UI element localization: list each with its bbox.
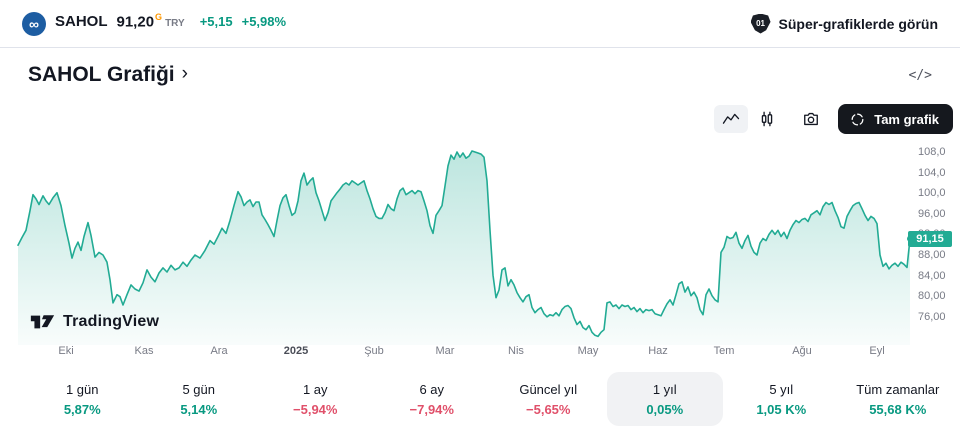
period-label: 1 yıl [652, 381, 677, 397]
x-axis-label: 2025 [283, 345, 309, 357]
x-axis-label: Tem [713, 345, 735, 357]
period-change-value: 0,05% [646, 401, 684, 417]
page-title[interactable]: SAHOL Grafiği › [28, 63, 188, 86]
full-chart-button[interactable]: Tam grafik [838, 104, 953, 134]
y-axis-label: 100,0 [918, 187, 946, 199]
tradingview-logo-icon [30, 315, 55, 329]
period-change-value: 5,14% [180, 401, 218, 417]
period-label: Tüm zamanlar [856, 381, 940, 397]
x-axis-label: Kas [134, 345, 154, 357]
x-axis-label: Mar [435, 345, 455, 357]
title-row: SAHOL Grafiği › </> [28, 56, 940, 94]
period-label: 1 gün [65, 381, 99, 397]
last-price: 91,20GTRY [116, 11, 185, 30]
area-chart-button[interactable] [714, 105, 749, 133]
period-label: 5 yıl [769, 381, 794, 397]
sahol-logo-icon: ∞ [22, 11, 46, 36]
topbar: ∞ SAHOL 91,20GTRY +5,15 +5,98% 01 Süper-… [0, 0, 960, 48]
change-percent: +5,98% [241, 13, 287, 29]
x-axis-label: Eyl [869, 345, 885, 357]
change-absolute: +5,15 [199, 13, 233, 29]
currency-label: TRY [165, 17, 185, 29]
period-change-value: 1,05 K% [756, 401, 807, 417]
x-axis-label: Şub [364, 345, 384, 357]
period-button-1-gun[interactable]: 1 gün 5,87% [24, 372, 141, 426]
embed-code-icon[interactable]: </> [908, 67, 932, 83]
area-chart-icon [723, 113, 740, 124]
x-axis-label: Ara [210, 345, 228, 357]
y-axis-label: 76,00 [918, 311, 946, 323]
y-axis-label: 84,00 [918, 270, 946, 282]
period-label: 6 ay [419, 381, 445, 397]
y-axis-label: 88,00 [918, 249, 946, 261]
x-axis-label: May [577, 345, 599, 357]
period-button-6-ay[interactable]: 6 ay −7,94% [374, 372, 491, 426]
y-axis-label: 104,0 [918, 167, 946, 179]
fullscreen-icon [851, 113, 864, 125]
supercharts-link[interactable]: 01 Süper-grafiklerde görün [750, 13, 938, 34]
tradingview-attribution[interactable]: TradingView [30, 312, 159, 332]
y-axis-label: 80,00 [918, 290, 946, 302]
x-axis-label: Nis [508, 345, 524, 357]
chart-controls: Tam grafik [714, 104, 953, 134]
period-selector: 1 gün 5,87% 5 gün 5,14% 1 ay −5,94% 6 ay −7,94%… [24, 372, 956, 426]
x-axis-label: Eki [58, 345, 74, 357]
period-label: 1 ay [302, 381, 328, 397]
ticker-summary: ∞ SAHOL 91,20GTRY +5,15 +5,98% [22, 11, 287, 36]
price-area [18, 151, 910, 345]
snapshot-button[interactable] [794, 105, 828, 133]
period-button-5-gun[interactable]: 5 gün 5,14% [141, 372, 258, 426]
period-change-value: −5,65% [526, 401, 571, 417]
period-change-value: 55,68 K% [869, 401, 927, 417]
period-change-value: −7,94% [409, 401, 454, 417]
period-label: 5 gün [182, 381, 216, 397]
tradingview-logo-text: TradingView [63, 313, 160, 330]
full-chart-label: Tam grafik [874, 111, 939, 127]
supercharts-badge-icon: 01 [750, 13, 771, 34]
period-change-value: −5,94% [293, 401, 338, 417]
x-axis-label: Haz [648, 345, 668, 357]
candlestick-chart-button[interactable] [750, 105, 784, 133]
y-axis-label: 96,00 [918, 208, 946, 220]
chevron-right-icon: › [181, 63, 188, 84]
supercharts-link-label: Süper-grafiklerde görün [778, 15, 938, 32]
period-button-5-yil[interactable]: 5 yıl 1,05 K% [723, 372, 840, 426]
chart-type-switch [714, 105, 784, 133]
period-button-tum-zamanlar[interactable]: Tüm zamanlar 55,68 K% [840, 372, 957, 426]
period-button-1-ay[interactable]: 1 ay −5,94% [257, 372, 374, 426]
price-line [17, 150, 911, 338]
period-button-1-yil[interactable]: 1 yıl 0,05% [606, 372, 723, 426]
period-label: Güncel yıl [519, 381, 578, 397]
x-axis-label: Ağu [792, 345, 812, 357]
period-change-value: 5,87% [63, 401, 101, 417]
camera-icon [804, 112, 819, 126]
market-flag: G [155, 11, 163, 22]
candlestick-icon [761, 111, 773, 127]
y-axis-label: 108,0 [918, 146, 946, 158]
period-button-guncel-yil[interactable]: Güncel yıl −5,65% [490, 372, 607, 426]
symbol-name: SAHOL [55, 12, 108, 30]
last-price-badge: 91,15 [908, 231, 952, 247]
